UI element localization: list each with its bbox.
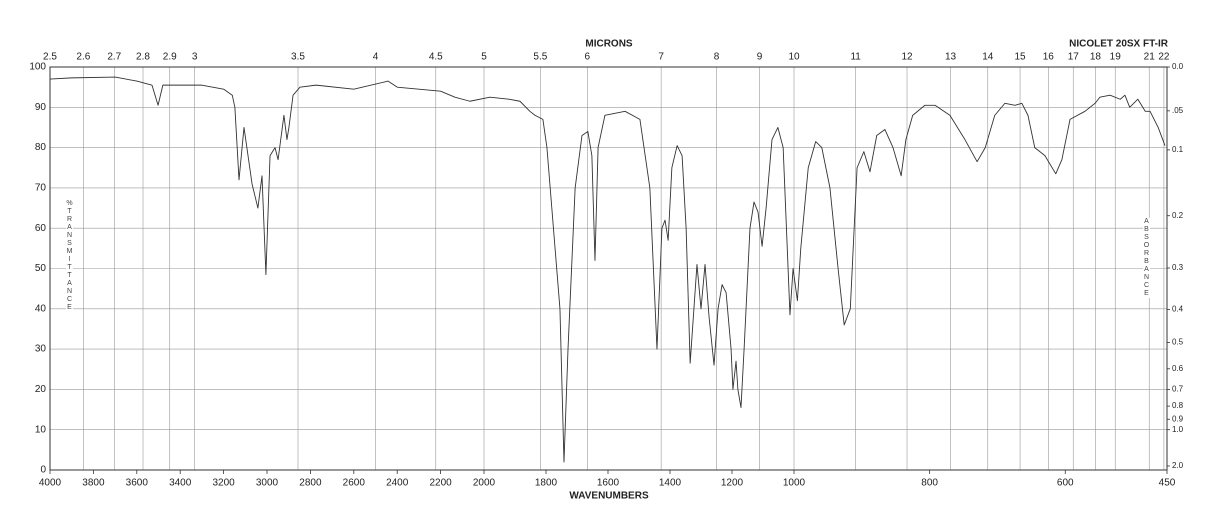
x-tick-label: 3800 <box>82 478 105 489</box>
x2-tick-label: 8 <box>714 52 720 63</box>
x-tick-label: 600 <box>1057 478 1074 489</box>
plot-frame <box>49 66 1168 471</box>
y-tick-label: 20 <box>35 384 47 395</box>
x-axis-title: WAVENUMBERS <box>569 491 649 502</box>
x-tick-label: 1000 <box>783 478 806 489</box>
x-tick-label: 1400 <box>659 478 682 489</box>
y2-tick-label: 1.0 <box>1172 425 1184 434</box>
x-tick-label: 2200 <box>429 478 452 489</box>
x2-tick-label: 3.5 <box>291 52 305 63</box>
x2-tick-label: 13 <box>945 52 957 63</box>
x-tick-label: 2000 <box>473 478 496 489</box>
y-tick-label: 100 <box>29 62 46 73</box>
x2-tick-label: 6 <box>585 52 591 63</box>
y-tick-label: 30 <box>35 344 47 355</box>
x-tick-label: 2400 <box>386 478 409 489</box>
y-tick-label: 70 <box>35 183 47 194</box>
x-tick-label: 1200 <box>721 478 744 489</box>
x-tick-label: 450 <box>1159 478 1176 489</box>
x-tick-label: 3000 <box>256 478 279 489</box>
y-axis-title: %TRANSMITTANCE <box>66 200 73 312</box>
x-tick-label: 1800 <box>535 478 558 489</box>
x2-tick-label: 4 <box>373 52 379 63</box>
x2-tick-label: 12 <box>901 52 913 63</box>
x-tick-label: 3400 <box>169 478 192 489</box>
x2-tick-label: 7 <box>658 52 664 63</box>
y-tick-label: 50 <box>35 263 47 274</box>
x2-axis-title: MICRONS <box>585 39 633 50</box>
y2-tick-label: 0.2 <box>1172 211 1184 220</box>
y2-tick-label: 0.6 <box>1172 364 1184 373</box>
y2-tick-label: 0.9 <box>1172 414 1184 423</box>
x2-tick-label: 22 <box>1158 52 1170 63</box>
x2-tick-label: 11 <box>850 52 861 63</box>
y2-tick-label: 0.7 <box>1172 385 1184 394</box>
y2-tick-label: .05 <box>1172 106 1184 115</box>
y2-axis-title: ABSORBANCE <box>1143 218 1150 298</box>
spectrum-line <box>49 76 1166 463</box>
y2-tick-label: 0.8 <box>1172 401 1184 410</box>
x2-tick-label: 18 <box>1090 52 1102 63</box>
x2-tick-label: 2.5 <box>43 52 57 63</box>
x2-tick-label: 9 <box>757 52 763 63</box>
y-tick-label: 80 <box>35 142 47 153</box>
y-tick-label: 40 <box>35 303 47 314</box>
x2-tick-label: 17 <box>1068 52 1080 63</box>
x-tick-label: 1600 <box>597 478 620 489</box>
x2-tick-label: 16 <box>1043 52 1055 63</box>
y2-tick-label: 0.0 <box>1172 62 1184 71</box>
x2-tick-label: 5 <box>481 52 487 63</box>
x2-tick-label: 3 <box>192 52 198 63</box>
x-tick-label: 800 <box>921 478 938 489</box>
x2-tick-label: 21 <box>1144 52 1156 63</box>
x2-tick-label: 4.5 <box>429 52 443 63</box>
instrument: NICOLET 20SX FT-IR <box>1069 39 1169 50</box>
x2-tick-label: 2.9 <box>163 52 177 63</box>
x2-tick-label: 10 <box>788 52 800 63</box>
x2-tick-label: 2.6 <box>76 52 90 63</box>
x-tick-label: 4000 <box>39 478 62 489</box>
x-tick-label: 2600 <box>343 478 366 489</box>
y2-tick-label: 0.4 <box>1172 305 1184 314</box>
x2-tick-label: 15 <box>1014 52 1026 63</box>
y-tick-label: 0 <box>40 465 46 476</box>
y-tick-label: 60 <box>35 223 47 234</box>
y2-tick-label: 0.1 <box>1172 145 1184 154</box>
y2-tick-label: 0.5 <box>1172 338 1184 347</box>
x2-tick-label: 2.8 <box>136 52 150 63</box>
x2-tick-label: 19 <box>1110 52 1122 63</box>
x2-tick-label: 2.7 <box>107 52 121 63</box>
y-tick-label: 10 <box>35 424 47 435</box>
y-tick-label: 90 <box>35 102 47 113</box>
y2-tick-label: 2.0 <box>1172 461 1184 470</box>
x2-tick-label: 5.5 <box>533 52 547 63</box>
x-tick-label: 3600 <box>126 478 149 489</box>
y2-tick-label: 0.3 <box>1172 263 1184 272</box>
x2-tick-label: 14 <box>982 52 994 63</box>
x-tick-label: 2800 <box>299 478 322 489</box>
x-tick-label: 3200 <box>212 478 235 489</box>
